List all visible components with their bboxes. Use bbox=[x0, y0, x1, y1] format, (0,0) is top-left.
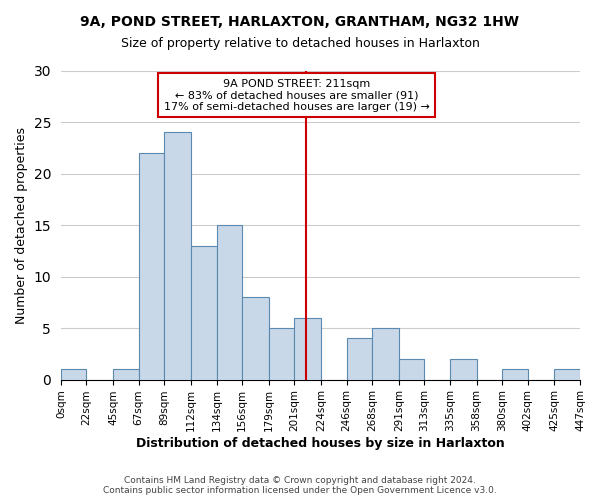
Bar bbox=[191, 246, 217, 380]
Bar bbox=[242, 297, 269, 380]
Bar bbox=[502, 370, 528, 380]
Bar bbox=[269, 328, 295, 380]
Bar bbox=[139, 153, 164, 380]
X-axis label: Distribution of detached houses by size in Harlaxton: Distribution of detached houses by size … bbox=[136, 437, 505, 450]
Bar bbox=[450, 359, 476, 380]
Bar bbox=[113, 370, 139, 380]
Y-axis label: Number of detached properties: Number of detached properties bbox=[15, 126, 28, 324]
Text: 9A POND STREET: 211sqm
← 83% of detached houses are smaller (91)
17% of semi-det: 9A POND STREET: 211sqm ← 83% of detached… bbox=[164, 78, 430, 112]
Bar bbox=[61, 370, 86, 380]
Bar bbox=[554, 370, 580, 380]
Bar bbox=[372, 328, 399, 380]
Bar bbox=[399, 359, 424, 380]
Bar bbox=[164, 132, 191, 380]
Bar bbox=[295, 318, 321, 380]
Text: Size of property relative to detached houses in Harlaxton: Size of property relative to detached ho… bbox=[121, 38, 479, 51]
Text: Contains HM Land Registry data © Crown copyright and database right 2024.
Contai: Contains HM Land Registry data © Crown c… bbox=[103, 476, 497, 495]
Bar bbox=[217, 225, 242, 380]
Text: 9A, POND STREET, HARLAXTON, GRANTHAM, NG32 1HW: 9A, POND STREET, HARLAXTON, GRANTHAM, NG… bbox=[80, 15, 520, 29]
Bar bbox=[347, 338, 372, 380]
